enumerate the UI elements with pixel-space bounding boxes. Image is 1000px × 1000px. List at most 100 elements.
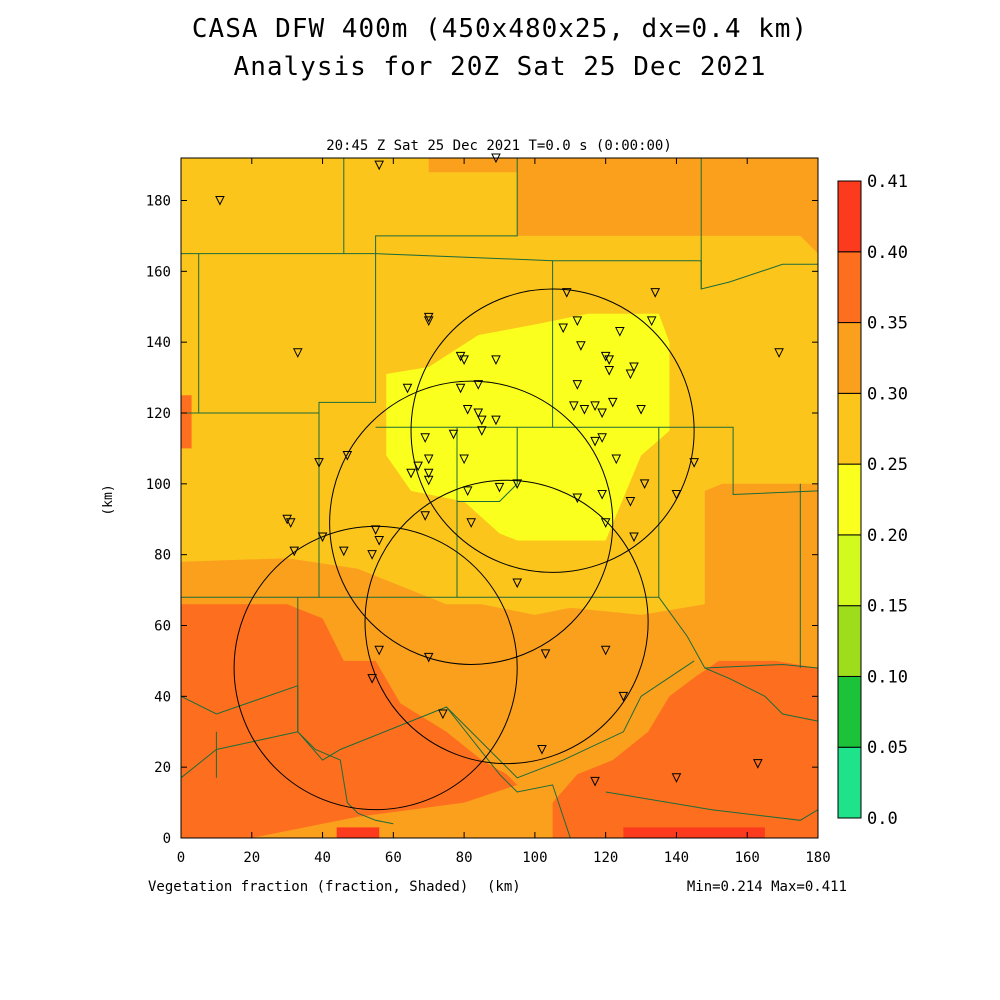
station-marker-70 [597,489,607,500]
station-marker-53 [579,404,590,415]
station-marker-14 [374,536,384,546]
county-boundary-13 [704,667,818,722]
shaded-region-6 [336,827,380,838]
x-tick-label-6: 120 [593,850,618,866]
station-marker-35 [476,426,487,436]
station-marker-72 [625,497,636,507]
station-marker-15 [367,550,377,560]
chart-title: CASA DFW 400m (450x480x25, dx=0.4 km) [191,14,809,44]
shaded-region-5 [181,395,192,449]
county-boundaries [181,158,818,838]
station-marker-36 [491,415,501,426]
colorbar-label-9: 0.41 [867,172,908,192]
county-boundary-20 [605,791,818,821]
y-tick-label-3: 60 [154,619,171,635]
station-marker-82 [590,776,600,787]
station-marker-41 [466,518,476,528]
station-marker-54 [590,401,600,412]
y-tick-label-8: 160 [146,264,171,280]
station-marker-16 [374,645,384,656]
station-markers [215,153,784,787]
station-marker-39 [459,454,469,465]
station-marker-56 [607,397,618,408]
x-axis: 0 20 40 60 80 100 120 140 160 180 [177,158,831,866]
station-marker-23 [406,468,416,479]
chart-subtitle: Analysis for 20Z Sat 25 Dec 2021 [233,52,767,82]
station-marker-48 [558,323,569,334]
y-tick-label-1: 20 [154,760,171,776]
station-marker-6 [314,458,324,468]
y-axis: 0 20 40 60 80 100 120 140 160 180 [146,194,818,847]
station-marker-77 [600,645,611,656]
station-marker-45 [540,649,551,659]
colorbar-label-6: 0.30 [867,384,908,404]
station-marker-55 [597,408,607,419]
x-tick-label-5: 100 [522,850,547,866]
station-marker-46 [537,744,547,755]
x-tick-label-2: 40 [314,850,331,866]
county-boundary-5 [375,253,554,428]
station-marker-18 [423,652,434,663]
colorbar-box-6 [837,322,862,394]
station-marker-58 [604,366,615,376]
x-tick-label-8: 160 [735,850,760,866]
station-marker-9 [285,518,296,528]
colorbar-label-3: 0.15 [867,597,908,617]
station-marker-67 [590,436,600,447]
station-marker-63 [636,404,646,415]
station-marker-12 [338,546,349,557]
colorbar-label-1: 0.05 [867,738,908,758]
colorbar-label-2: 0.10 [867,667,908,687]
variable-label: Vegetation fraction (fraction, Shaded) [148,879,468,895]
station-marker-21 [420,433,430,443]
station-marker-68 [597,433,607,443]
station-marker-10 [289,546,300,557]
colorbar-box-2 [837,605,862,677]
station-marker-43 [512,479,523,489]
station-marker-62 [629,362,639,373]
station-marker-65 [650,288,661,298]
station-marker-60 [604,355,615,365]
x-tick-label-0: 0 [177,850,185,866]
station-marker-20 [402,383,413,394]
station-marker-50 [576,341,586,351]
range-ring-1 [329,380,614,665]
colorbar-box-5 [837,392,862,465]
colorbar-box-7 [837,251,862,324]
station-marker-79 [671,773,682,783]
shaded-field [181,158,818,838]
station-marker-51 [572,380,583,390]
station-marker-32 [473,380,484,390]
station-marker-34 [476,415,487,426]
county-boundary-1 [198,158,518,255]
shaded-region-3 [181,604,518,838]
station-marker-44 [512,578,523,589]
station-marker-13 [370,525,381,535]
station-marker-49 [572,316,583,327]
station-marker-47 [561,288,572,298]
station-marker-3 [292,348,303,358]
shaded-region-7 [623,827,765,838]
station-marker-40 [462,486,473,497]
station-marker-71 [600,518,611,528]
county-boundary-6 [552,260,818,290]
x-tick-label-7: 140 [664,850,689,866]
station-marker-4 [423,316,434,327]
x-tick-label-9: 180 [805,850,830,866]
station-marker-76 [689,458,699,468]
station-marker-75 [671,489,682,500]
y-tick-label-5: 100 [146,477,171,493]
station-marker-30 [455,383,466,394]
station-marker-29 [459,355,469,365]
county-boundary-8 [552,426,818,496]
station-marker-5 [423,312,434,323]
valid-time-label: 20:45 Z Sat 25 Dec 2021 T=0.0 s (0:00:00… [326,138,672,154]
station-marker-7 [342,451,353,461]
colorbar-box-8 [837,180,862,253]
station-marker-61 [625,369,636,380]
station-marker-69 [611,454,622,465]
x-tick-label-1: 20 [243,850,260,866]
station-marker-42 [494,482,505,493]
station-marker-1 [374,160,384,171]
